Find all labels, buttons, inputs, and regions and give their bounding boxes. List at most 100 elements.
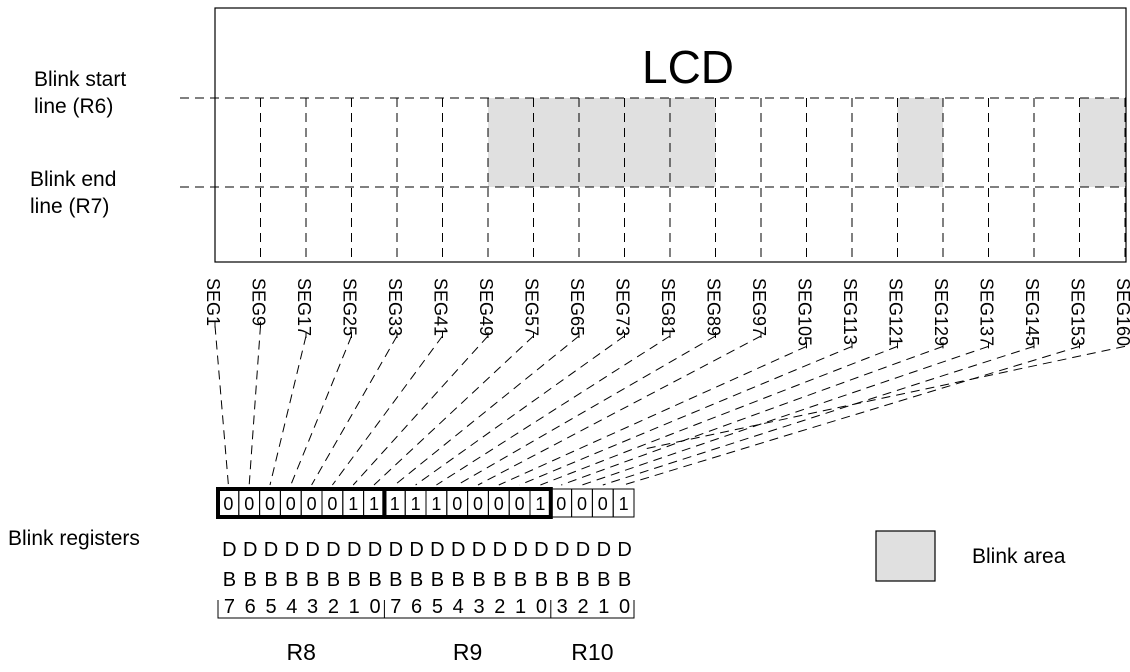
db-label-b: B: [244, 569, 257, 591]
segment-label: SEG145: [1022, 278, 1042, 346]
register-bit-value: 1: [348, 494, 358, 514]
db-label-bit: 1: [598, 596, 609, 618]
db-label-b: B: [431, 569, 444, 591]
db-label-bit: 1: [349, 596, 360, 618]
lcd-panel: LCD: [180, 7, 1127, 263]
db-label-b: B: [493, 569, 506, 591]
connector-line: [581, 345, 989, 486]
connector-line: [311, 335, 398, 486]
segment-label: SEG73: [613, 278, 633, 336]
register-bit-value: 0: [556, 494, 566, 514]
db-label-d: D: [389, 539, 403, 561]
db-label-bit: 3: [307, 596, 318, 618]
db-label-bit: 0: [369, 596, 380, 618]
segment-label: SEG121: [886, 278, 906, 346]
db-label-d: D: [326, 539, 340, 561]
connector-line: [415, 335, 625, 486]
register-name: R10: [571, 639, 613, 665]
register-group-frame: [382, 487, 553, 519]
db-label-b: B: [327, 569, 340, 591]
db-label-bit: 2: [494, 596, 505, 618]
legend-label: Blink area: [972, 545, 1066, 568]
connector-line: [269, 335, 307, 486]
db-label-b: B: [452, 569, 465, 591]
connector-line: [214, 325, 229, 486]
segment-label: SEG41: [431, 278, 451, 336]
blink-area: [624, 98, 670, 187]
segment-label: SEG153: [1068, 278, 1088, 346]
db-label-d: D: [222, 539, 236, 561]
blink-registers-label: Blink registers: [8, 527, 140, 550]
db-label-bit: 2: [577, 596, 588, 618]
register-bit-value: 0: [307, 494, 317, 514]
connector-line: [290, 335, 352, 486]
db-label-bit: 4: [286, 596, 297, 618]
blink-area: [897, 98, 943, 187]
segment-label: SEG9: [249, 278, 269, 326]
register-bit-value: 0: [598, 494, 608, 514]
blink-area: [488, 98, 534, 187]
connector-line: [352, 335, 489, 486]
segment-labels: SEG1 SEG9 SEG17 SEG25 SEG33 SEG41 SEG49 SEG57 SE…: [203, 278, 1130, 346]
connector-line: [248, 325, 261, 486]
db-label-d: D: [493, 539, 507, 561]
segment-label: SEG65: [567, 278, 587, 336]
db-label-b: B: [368, 569, 381, 591]
segment-label: SEG137: [977, 278, 997, 346]
connector-lines: [214, 321, 1126, 486]
segment-label: SEG105: [795, 278, 815, 346]
connector-line: [394, 335, 580, 486]
db-label-b: B: [535, 569, 548, 591]
blink-area: [1079, 98, 1125, 187]
register-bit-value: 0: [327, 494, 337, 514]
db-label-d: D: [305, 539, 319, 561]
segment-label: SEG1: [203, 278, 223, 326]
db-label-b: B: [618, 569, 631, 591]
db-label-bit: 1: [515, 596, 526, 618]
db-label-d: D: [597, 539, 611, 561]
segment-label: SEG81: [658, 278, 678, 336]
db-label-bit: 7: [224, 596, 235, 618]
segment-label: SEG49: [476, 278, 496, 336]
blink-end-label: Blink end line (R7): [30, 168, 122, 218]
db-label-d: D: [243, 539, 257, 561]
segment-label: SEG17: [294, 278, 314, 336]
connector-line: [540, 345, 898, 486]
db-label-bit: 7: [390, 596, 401, 618]
register-names: R8 R9 R10: [286, 639, 613, 665]
segment-lines: [260, 98, 1126, 262]
connector-line: [519, 345, 853, 486]
db-label-d: D: [285, 539, 299, 561]
db-label-d: D: [368, 539, 382, 561]
db-label-bit: 5: [432, 596, 443, 618]
register-bit-value: 1: [369, 494, 379, 514]
register-bit-value: 1: [619, 494, 629, 514]
register-bit-value: 1: [390, 494, 400, 514]
db-label-d: D: [409, 539, 423, 561]
register-bit-value: 0: [452, 494, 462, 514]
register-bit-value: 0: [223, 494, 233, 514]
db-label-d: D: [513, 539, 527, 561]
register-brackets: [217, 600, 635, 619]
register-bit-value: 0: [515, 494, 525, 514]
blink-area: [579, 98, 625, 187]
db-label-d: D: [430, 539, 444, 561]
connector-line: [602, 345, 1035, 486]
connector-line: [623, 345, 1080, 486]
segment-label: SEG25: [340, 278, 360, 336]
legend: Blink area: [875, 530, 1066, 582]
db-labels: DB7DB6DB5DB4DB3DB2DB1DB0DB7DB6DB5DB4DB3D…: [222, 539, 632, 618]
register-bracket: [217, 600, 385, 619]
register-bracket: [550, 600, 635, 619]
register-bit-value: 0: [577, 494, 587, 514]
connector-line: [331, 335, 443, 486]
register-bit-cell: [612, 488, 635, 518]
db-label-b: B: [556, 569, 569, 591]
db-label-b: B: [472, 569, 485, 591]
connector-line: [561, 345, 944, 486]
lcd-frame: [214, 7, 1127, 263]
connector-line: [436, 335, 671, 486]
register-bit-value: 0: [473, 494, 483, 514]
register-name: R9: [453, 639, 482, 665]
